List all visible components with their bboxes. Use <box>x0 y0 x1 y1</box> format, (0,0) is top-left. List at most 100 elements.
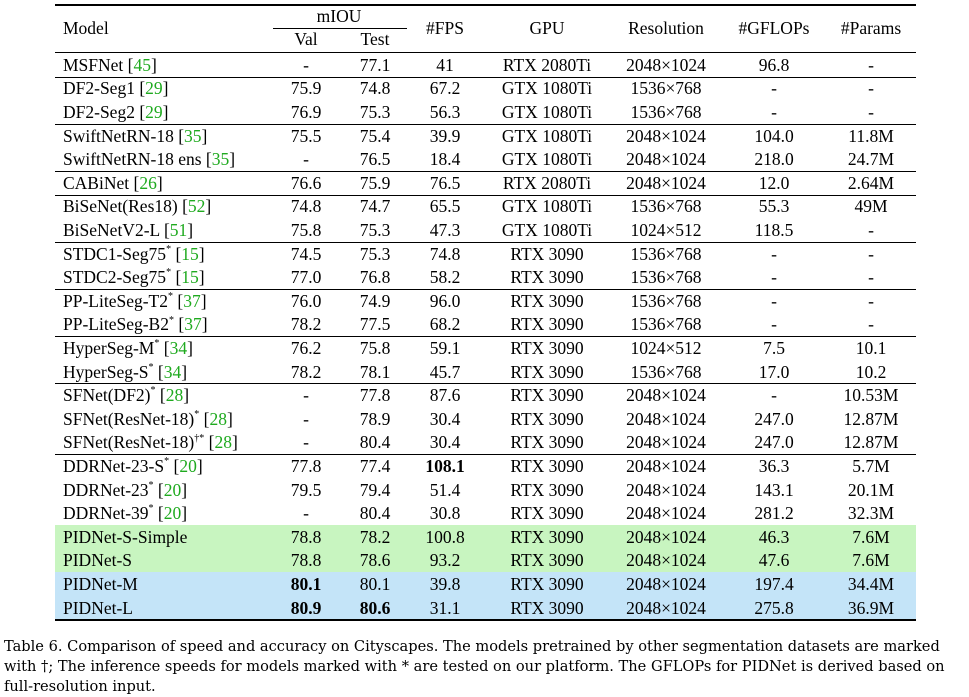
citation-link[interactable]: 20 <box>163 479 182 500</box>
cell-gpu: RTX 3090 <box>510 408 584 429</box>
cell-res: 2048×1024 <box>626 54 706 75</box>
cell-fps: 96.0 <box>429 290 461 311</box>
model-label: PP-LiteSeg-B2 <box>63 314 169 335</box>
cell-params: 11.8M <box>848 125 894 146</box>
model-footnote-mark: * <box>166 267 172 279</box>
cell-params: 7.6M <box>852 550 890 571</box>
model-name: PIDNet-S <box>63 549 132 571</box>
citation-link[interactable]: 15 <box>181 243 199 264</box>
cell-val: 75.9 <box>290 78 322 99</box>
model-name: PP-LiteSeg-B2* [37] <box>63 314 208 335</box>
cell-res: 1536×768 <box>630 267 702 288</box>
model-label: PIDNet-S-Simple <box>63 526 188 547</box>
cell-test: 78.2 <box>359 526 391 547</box>
table-caption: Table 6. Comparison of speed and accurac… <box>4 638 945 695</box>
cell-test: 77.1 <box>359 54 391 75</box>
model-label: DDRNet-39 <box>63 503 149 524</box>
cell-val: 80.1 <box>290 574 322 594</box>
cell-params: - <box>868 54 874 75</box>
cell-fps: 76.5 <box>429 172 461 193</box>
model-label: SFNet(ResNet-18) <box>63 432 195 453</box>
citation-link[interactable]: 35 <box>211 149 230 170</box>
model-name: HyperSeg-S* [34] <box>63 361 188 382</box>
model-name: CABiNet [26] <box>63 172 163 193</box>
cell-val: 76.9 <box>290 102 322 122</box>
citation-link[interactable]: 15 <box>181 267 199 288</box>
cell-res: 1536×768 <box>630 243 702 264</box>
model-name: DF2-Seg1 [29] <box>63 78 169 99</box>
model-footnote-mark: * <box>148 361 154 373</box>
citation-link[interactable]: 34 <box>163 361 182 382</box>
citation-link[interactable]: 20 <box>179 456 197 476</box>
cell-val: - <box>303 503 309 524</box>
model-footnote-mark: †* <box>194 432 205 444</box>
model-name: SFNet(DF2)* [28] <box>63 385 190 406</box>
model-label: PP-LiteSeg-T2 <box>63 290 168 311</box>
cell-fps: 31.1 <box>429 597 461 618</box>
cell-fps: 45.7 <box>429 361 461 382</box>
cell-gflops: 12.0 <box>758 172 790 193</box>
cell-gflops: 197.4 <box>754 574 794 594</box>
cell-test: 77.5 <box>359 314 391 335</box>
model-label: DDRNet-23-S <box>63 456 165 476</box>
cell-params: 12.87M <box>843 432 899 453</box>
group-separator <box>55 194 916 196</box>
cell-gflops: - <box>771 243 777 264</box>
citation-link[interactable]: 26 <box>139 172 157 193</box>
citation-link[interactable]: 52 <box>187 196 206 217</box>
cell-gpu: GTX 1080Ti <box>501 196 593 217</box>
cell-params: 10.1 <box>855 338 887 358</box>
cell-val: - <box>303 54 309 75</box>
model-footnote-mark: * <box>154 338 160 350</box>
cell-gpu: RTX 3090 <box>510 314 584 335</box>
cell-val: 75.8 <box>290 220 322 240</box>
citation-link[interactable]: 28 <box>209 408 227 429</box>
cell-params: 7.6M <box>852 526 890 547</box>
citation-link[interactable]: 35 <box>184 125 202 146</box>
model-label: DF2-Seg2 <box>63 102 135 122</box>
citation-link[interactable]: 28 <box>214 432 232 453</box>
cell-gflops: 275.8 <box>754 597 794 618</box>
citation-link[interactable]: 51 <box>169 220 188 240</box>
citation-link[interactable]: 29 <box>145 102 163 122</box>
cell-test: 75.9 <box>359 172 391 193</box>
model-footnote-mark: * <box>164 456 170 468</box>
cell-res: 2048×1024 <box>626 550 706 571</box>
cell-res: 1024×512 <box>630 220 702 240</box>
row-highlight-blue <box>55 595 916 620</box>
cell-params: - <box>868 290 874 311</box>
cell-gpu: RTX 3090 <box>510 385 584 406</box>
cell-test: 78.6 <box>359 550 391 571</box>
citation-link[interactable]: 20 <box>163 503 182 524</box>
cell-val: 78.8 <box>290 526 322 547</box>
citation-link[interactable]: 29 <box>145 78 163 99</box>
cell-test: 75.8 <box>359 338 391 358</box>
citation-link[interactable]: 45 <box>133 54 152 75</box>
model-name: PP-LiteSeg-T2* [37] <box>63 290 207 311</box>
cell-fps: 67.2 <box>429 78 461 99</box>
citation-link[interactable]: 28 <box>165 385 184 406</box>
citation-link[interactable]: 37 <box>183 290 201 311</box>
model-name: STDC2-Seg75* [15] <box>63 267 205 288</box>
cell-res: 2048×1024 <box>626 172 706 193</box>
cell-test: 79.4 <box>359 479 391 500</box>
cell-fps: 74.8 <box>429 243 461 264</box>
row-highlight-green <box>55 525 916 549</box>
cell-params: - <box>868 314 874 335</box>
cell-gpu: GTX 1080Ti <box>501 125 593 146</box>
cell-res: 2048×1024 <box>626 526 706 547</box>
cell-params: 32.3M <box>847 503 895 524</box>
cell-test: 77.4 <box>359 456 391 476</box>
model-label: SFNet(ResNet-18) <box>63 408 195 429</box>
model-label: PIDNet-S <box>63 550 133 571</box>
model-name: PIDNet-S-Simple <box>63 526 187 548</box>
citation-link[interactable]: 37 <box>184 314 202 335</box>
model-footnote-mark: * <box>168 290 173 302</box>
header-resolution: Resolution <box>628 18 704 38</box>
citation-link[interactable]: 34 <box>169 338 188 358</box>
cell-gflops: 17.0 <box>758 361 790 382</box>
cell-val: - <box>303 408 309 429</box>
model-footnote-mark: * <box>148 479 154 491</box>
cell-params: 36.9M <box>847 597 895 618</box>
cell-res: 2048×1024 <box>626 385 706 406</box>
